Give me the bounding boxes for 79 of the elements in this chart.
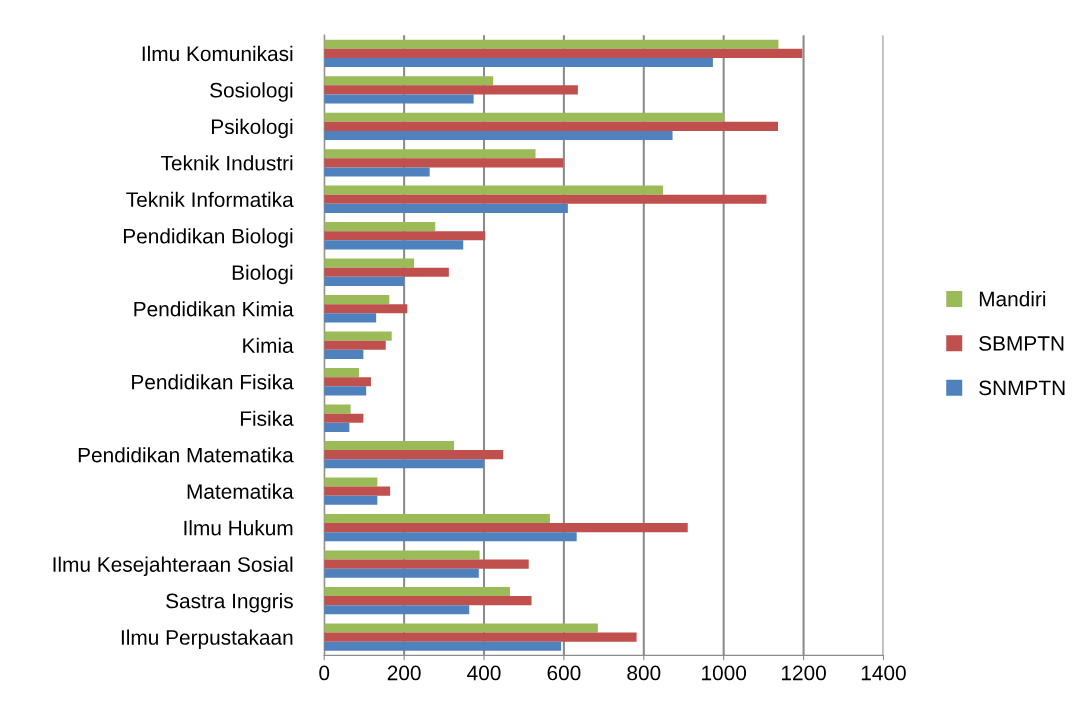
- y-tick-label: Ilmu Hukum: [184, 520, 293, 536]
- bar: [324, 377, 371, 387]
- bar: [324, 459, 484, 469]
- bar: [324, 48, 803, 58]
- legend-label: SNMPTN: [979, 380, 1065, 396]
- bar: [324, 222, 436, 232]
- y-tick-label: Teknik Informatika: [126, 191, 294, 208]
- bar: [324, 94, 474, 104]
- bar: [324, 149, 536, 159]
- bar: [324, 340, 386, 350]
- x-tick-label: 400: [467, 665, 501, 681]
- x-tick-label: 200: [387, 665, 421, 681]
- x-tick-label: 1000: [702, 665, 747, 681]
- bar: [324, 185, 663, 195]
- bar: [324, 641, 562, 651]
- bar: [324, 276, 405, 286]
- y-tick-label: Psikologi: [212, 118, 293, 139]
- bar: [324, 368, 359, 378]
- bar: [324, 331, 392, 341]
- y-tick-label: Pendidikan Matematika: [78, 447, 294, 463]
- bar: [324, 121, 778, 131]
- y-tick-label: Teknik Industri: [161, 155, 293, 171]
- y-tick-label: Sosiologi: [210, 82, 293, 102]
- bar: [324, 404, 351, 414]
- bar: [324, 632, 637, 642]
- bar: [324, 623, 598, 633]
- bar: [324, 194, 767, 204]
- bar: [324, 267, 449, 277]
- legend-label: SBMPTN: [979, 336, 1064, 351]
- y-tick-label: Pendidikan Kimia: [134, 301, 294, 317]
- bar: [324, 568, 479, 578]
- bar: [324, 477, 378, 487]
- y-tick-label: Ilmu Kesejahteraan Sosial: [53, 556, 293, 576]
- bar: [324, 158, 564, 168]
- bar: [324, 450, 504, 460]
- bar: [324, 596, 532, 606]
- bar: [324, 605, 470, 615]
- bar: [324, 76, 494, 86]
- bar: [324, 240, 464, 250]
- bar: [324, 313, 377, 323]
- y-tick-label: Biologi: [232, 264, 293, 285]
- bar: [324, 486, 391, 496]
- x-tick-label: 1200: [781, 665, 826, 681]
- bar: [324, 85, 578, 95]
- x-tick-label: 600: [547, 665, 581, 681]
- x-tick-label: 1400: [861, 665, 906, 681]
- bar: [324, 167, 430, 177]
- bar: [324, 559, 529, 569]
- y-tick-label: Ilmu Perpustakaan: [121, 629, 293, 649]
- y-tick-label: Kimia: [243, 337, 294, 353]
- bar: [324, 231, 486, 241]
- bar: [324, 513, 550, 524]
- bar: [324, 112, 725, 122]
- bar: [324, 441, 455, 451]
- y-tick-label: Sastra Inggris: [166, 593, 293, 613]
- y-tick-label: Pendidikan Fisika: [132, 374, 294, 390]
- bar: [324, 422, 350, 432]
- y-tick-label: Pendidikan Biologi: [123, 228, 293, 248]
- bar: [324, 258, 415, 268]
- bar: [324, 39, 779, 49]
- bar: [324, 523, 688, 533]
- bar: [324, 203, 568, 213]
- bar: [324, 550, 480, 560]
- bar: [324, 532, 577, 542]
- x-tick-label: 0: [319, 665, 330, 681]
- bar: [324, 495, 378, 505]
- bar: [324, 586, 510, 597]
- legend-label: Mandiri: [979, 291, 1046, 307]
- y-tick-label: Matematika: [187, 483, 294, 499]
- bar: [324, 349, 364, 359]
- bar: [324, 386, 367, 396]
- x-tick-label: 800: [627, 665, 661, 681]
- bar: [324, 304, 408, 314]
- y-tick-label: Ilmu Komunikasi: [142, 45, 293, 62]
- bar: [324, 130, 673, 141]
- bar: [324, 295, 390, 305]
- bar: [324, 413, 364, 423]
- bar: [324, 57, 713, 68]
- y-tick-label: Fisika: [240, 410, 294, 426]
